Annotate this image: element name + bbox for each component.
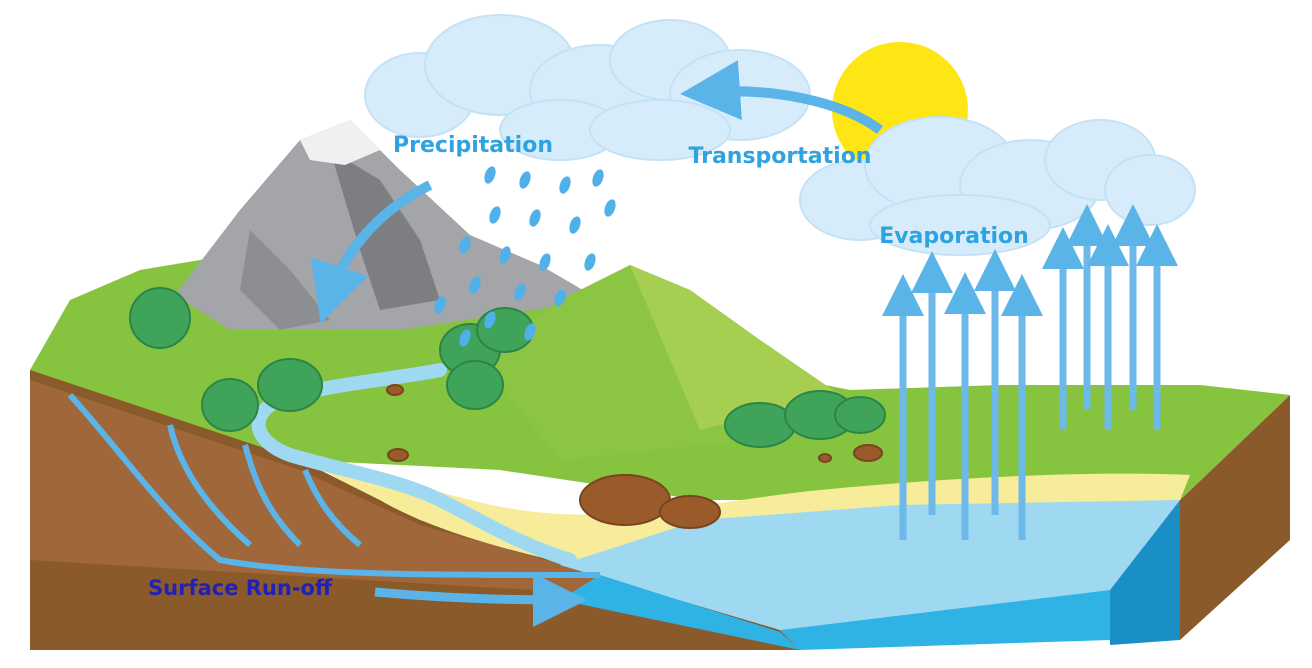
label-evaporation: Evaporation [879,224,1029,249]
lake-side [1110,500,1180,645]
soil-layer-right [1180,395,1290,640]
transportation-arrow-icon [680,60,883,135]
precipitation-arrow-icon [311,180,433,324]
tree-icon [724,390,886,448]
evaporation-arrows [882,204,1178,540]
rock-icon [386,384,883,529]
tree-icon [129,287,191,349]
label-precipitation: Precipitation [393,133,553,158]
groundwater-channels [67,392,601,578]
label-surface-runoff: Surface Run-off [148,576,333,600]
label-transportation: Transportation [689,144,872,169]
gray-mountain [175,120,600,330]
river [251,363,577,567]
cloud-icon [799,116,1196,256]
tree-icon [439,307,534,410]
soil-layer-light [30,380,700,600]
lake-bottom [560,575,800,650]
runoff-arrow-icon [374,572,587,627]
rain-drop-icon [434,166,616,347]
tree-icon [201,358,323,432]
lake-front [560,565,1110,650]
